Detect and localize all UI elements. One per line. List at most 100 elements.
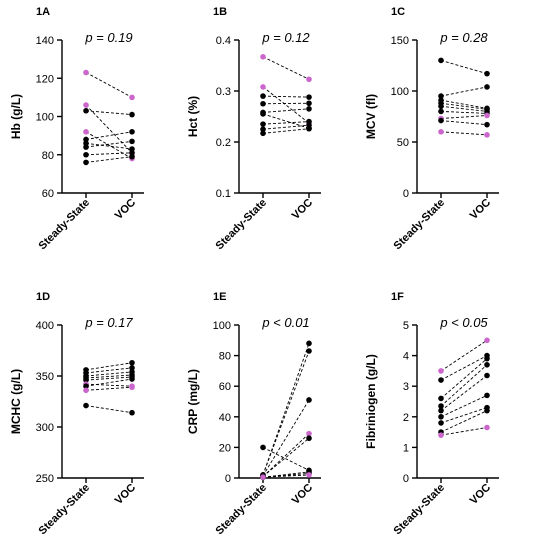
voc-point xyxy=(306,125,312,132)
voc-point xyxy=(306,472,312,478)
pair-line xyxy=(85,362,133,371)
y-tick-label: 100 xyxy=(36,112,54,124)
voc-point xyxy=(306,435,312,442)
voc-point xyxy=(129,111,135,118)
y-tick-label: 40 xyxy=(219,412,231,424)
y-tick-label: 250 xyxy=(36,473,54,485)
x-category-label: VOC xyxy=(290,197,315,222)
y-tick-label: 100 xyxy=(391,86,409,98)
y-tick-label: 0.4 xyxy=(216,35,231,47)
y-tick-label: 140 xyxy=(36,35,54,47)
panel-letter: 1E xyxy=(213,291,226,303)
voc-point xyxy=(484,361,490,368)
p-value-annotation: p = 0.17 xyxy=(84,315,133,330)
pair-line xyxy=(440,355,488,381)
steady-state-point xyxy=(438,403,444,409)
steady-state-point xyxy=(438,377,444,383)
x-category-label: VOC xyxy=(290,482,315,507)
steady-state-point xyxy=(438,57,444,64)
pair-line xyxy=(262,474,310,478)
panel-letter: 1A xyxy=(36,6,50,18)
y-tick-label: 100 xyxy=(213,320,231,332)
y-tick-label: 0 xyxy=(225,473,231,485)
pair-line xyxy=(440,110,488,114)
steady-state-point xyxy=(83,129,89,135)
voc-point xyxy=(306,397,312,403)
voc-point xyxy=(306,348,312,354)
steady-state-point xyxy=(83,69,89,76)
pair-line xyxy=(262,433,310,477)
steady-state-point xyxy=(438,407,444,414)
pair-line xyxy=(262,399,310,476)
pair-line xyxy=(262,86,310,124)
pair-line xyxy=(85,131,133,159)
pair-line xyxy=(262,350,310,476)
voc-point xyxy=(484,70,490,77)
pair-line xyxy=(440,394,488,418)
pair-line xyxy=(440,339,488,372)
voc-point xyxy=(484,84,490,90)
x-category-label: VOC xyxy=(113,197,138,222)
x-category-label: VOC xyxy=(468,197,493,222)
y-tick-label: 60 xyxy=(219,381,231,393)
pair-line xyxy=(85,376,133,381)
steady-state-point xyxy=(260,111,266,117)
steady-state-point xyxy=(260,130,266,137)
pair-line xyxy=(85,152,133,156)
voc-point xyxy=(129,153,135,160)
pair-line xyxy=(440,407,488,424)
voc-point xyxy=(306,100,312,107)
pair-line xyxy=(85,104,133,154)
voc-point xyxy=(306,94,312,100)
y-tick-label: 5 xyxy=(403,320,409,332)
x-category-label: Steady-State xyxy=(214,482,270,538)
steady-state-point xyxy=(438,103,444,110)
steady-state-point xyxy=(260,84,266,90)
panel-1c: 1C p = 0.28 0 50 100 150 Steady-State VOC MCV (f… xyxy=(364,6,499,252)
panel-1b: 1B p = 0.12 0.1 0.2 0.3 0.4 Steady-State VOC Hct… xyxy=(186,6,321,252)
pair-line xyxy=(85,131,133,140)
steady-state-point xyxy=(438,129,444,135)
y-axis-label: MCHC (g/L) xyxy=(9,369,23,434)
y-tick-label: 350 xyxy=(36,371,54,383)
y-axis-label: CRP (mg/L) xyxy=(186,369,200,434)
pair-line xyxy=(262,113,310,129)
pair-line xyxy=(85,371,133,377)
voc-point xyxy=(129,376,135,382)
steady-state-point xyxy=(83,151,89,158)
pair-line xyxy=(440,120,488,126)
y-tick-label: 80 xyxy=(42,150,54,162)
steady-state-point xyxy=(83,140,89,147)
panel-letter: 1C xyxy=(391,6,405,18)
pair-line xyxy=(85,140,133,148)
panel-letter: 1B xyxy=(213,6,227,18)
y-tick-label: 50 xyxy=(397,137,409,149)
y-axis-label: Fibriniogen (g/L) xyxy=(364,354,378,449)
steady-state-point xyxy=(260,126,266,133)
pair-line xyxy=(85,386,133,391)
voc-point xyxy=(129,94,135,101)
steady-state-point xyxy=(83,102,89,108)
steady-state-point xyxy=(83,383,89,390)
voc-point xyxy=(129,409,135,416)
pair-line xyxy=(85,72,133,98)
panel-1a: 1A p = 0.19 60 80 100 120 140 Steady-State VOC Hb… xyxy=(9,6,144,252)
steady-state-point xyxy=(438,93,444,99)
pair-line xyxy=(440,115,488,119)
panel-1e: 1E p < 0.01 0 20 40 60 80 100 Steady-State VOC CRP… xyxy=(186,291,321,537)
steady-state-point xyxy=(260,121,266,127)
steady-state-point xyxy=(260,93,266,99)
pair-line xyxy=(262,108,310,113)
voc-point xyxy=(306,340,312,347)
pair-line xyxy=(262,95,310,98)
y-tick-label: 0.3 xyxy=(216,86,231,98)
pair-line xyxy=(262,446,310,471)
pair-line xyxy=(440,99,488,109)
voc-point xyxy=(484,392,490,399)
voc-point xyxy=(129,150,135,156)
pair-line xyxy=(85,383,133,387)
y-axis-label: MCV (fl) xyxy=(364,94,378,139)
y-tick-label: 1 xyxy=(403,442,409,454)
pair-line xyxy=(85,110,133,116)
